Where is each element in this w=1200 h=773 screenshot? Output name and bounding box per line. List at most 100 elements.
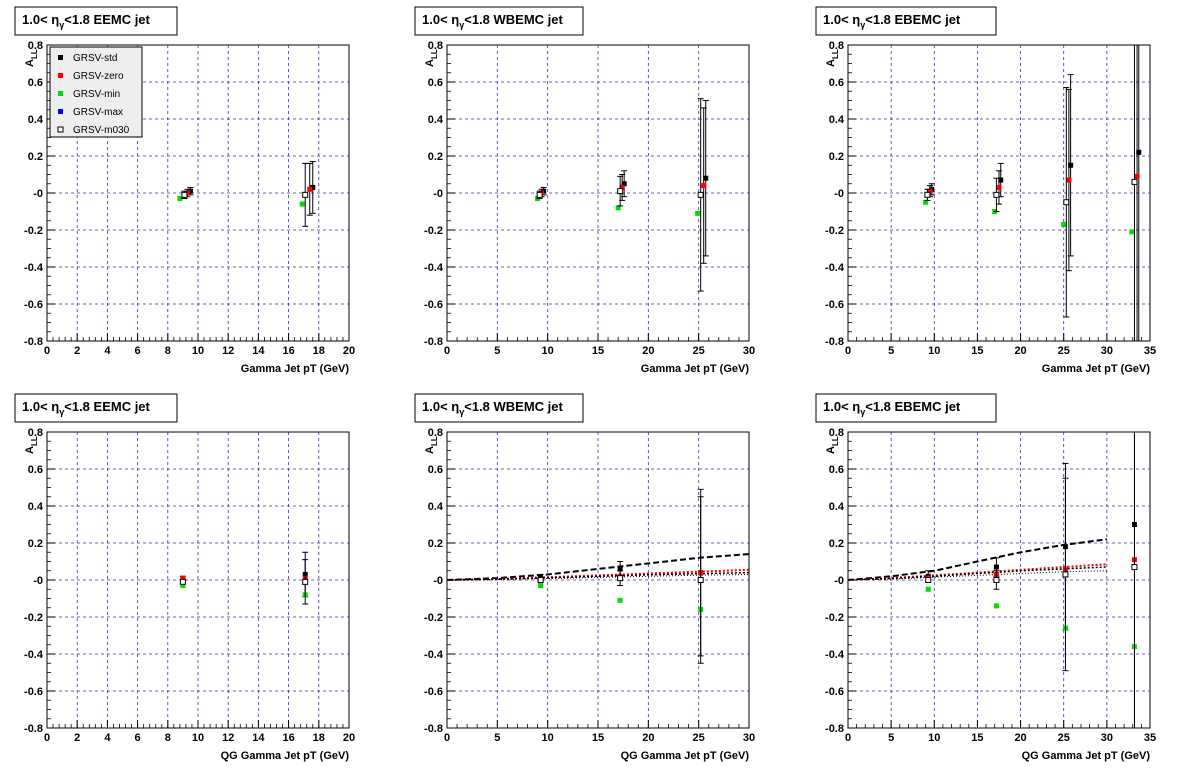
legend-marker bbox=[58, 55, 63, 60]
data-point bbox=[1136, 149, 1142, 155]
data-point bbox=[180, 583, 186, 589]
x-tick-label: 6 bbox=[135, 732, 141, 744]
y-tick-label: -0.6 bbox=[825, 686, 844, 698]
data-point bbox=[925, 577, 932, 583]
x-tick-label: 0 bbox=[845, 732, 851, 744]
x-tick-label: 6 bbox=[135, 345, 141, 357]
data-point bbox=[1131, 178, 1138, 185]
y-axis-title-main: A bbox=[825, 59, 837, 67]
y-tick-label: 0.4 bbox=[829, 114, 845, 126]
data-point bbox=[1068, 162, 1074, 168]
y-tick-label: 0.8 bbox=[28, 40, 43, 52]
y-tick-label: -0.8 bbox=[24, 723, 43, 735]
chart-title: 1.0< ηγ<1.8 WBEMC jet bbox=[422, 12, 564, 30]
y-axis-title: ALL bbox=[825, 49, 840, 67]
series-GRSV-m030 bbox=[536, 98, 704, 292]
x-tick-label: 18 bbox=[313, 345, 325, 357]
x-tick-label: 15 bbox=[971, 345, 983, 357]
data-point bbox=[1066, 177, 1072, 183]
x-tick-label: 0 bbox=[444, 732, 450, 744]
chart-title: 1.0< ηγ<1.8 EEMC jet bbox=[22, 12, 151, 30]
x-tick-label: 0 bbox=[845, 345, 851, 357]
y-tick-label: -0.8 bbox=[424, 336, 443, 348]
x-tick-label: 25 bbox=[1058, 345, 1070, 357]
y-tick-label: -0 bbox=[33, 575, 43, 587]
x-tick-label: 5 bbox=[494, 345, 500, 357]
x-axis-title: QG Gamma Jet pT (GeV) bbox=[221, 750, 350, 762]
x-tick-label: 15 bbox=[592, 732, 604, 744]
x-tick-label: 25 bbox=[1058, 732, 1070, 744]
legend-label: GRSV-min bbox=[73, 89, 120, 100]
legend-label: GRSV-zero bbox=[73, 71, 124, 82]
y-tick-label: -0.4 bbox=[424, 262, 444, 274]
y-tick-label: 0.8 bbox=[829, 40, 844, 52]
y-axis-title-sub: LL bbox=[831, 436, 840, 446]
y-axis-title-main: A bbox=[24, 59, 36, 67]
chart-title-prefix: 1.0< bbox=[823, 399, 852, 414]
data-point bbox=[695, 210, 701, 216]
y-tick-label: 0.6 bbox=[428, 464, 443, 476]
chart-title-prefix: 1.0< bbox=[422, 399, 451, 414]
y-tick-label: -0.4 bbox=[825, 262, 845, 274]
data-point bbox=[924, 191, 931, 198]
chart-title-box bbox=[14, 393, 178, 423]
y-tick-label: -0.6 bbox=[24, 686, 43, 698]
data-point bbox=[615, 205, 621, 211]
chart-title-suffix: <1.8 EEMC jet bbox=[64, 399, 150, 414]
chart-panel-5: 0 5 10 15 20 25 30 -0.8 -0.6 -0.4 -0.2 -0 0.2 0.4 0.6 0… bbox=[414, 393, 755, 762]
chart-title-suffix: <1.8 WBEMC jet bbox=[464, 12, 563, 27]
data-point bbox=[998, 177, 1004, 183]
x-tick-label: 5 bbox=[494, 732, 500, 744]
y-tick-label: 0.4 bbox=[428, 501, 444, 513]
x-tick-label: 14 bbox=[252, 732, 265, 744]
series-GRSV-m030 bbox=[925, 432, 1138, 728]
data-point bbox=[1063, 199, 1070, 206]
y-tick-label: -0.8 bbox=[424, 723, 443, 735]
data-point bbox=[299, 201, 305, 207]
chart-title-prefix: 1.0< bbox=[823, 12, 852, 27]
data-point bbox=[621, 181, 627, 187]
x-tick-label: 30 bbox=[743, 732, 755, 744]
chart-title-suffix: <1.8 EEMC jet bbox=[64, 12, 150, 27]
y-tick-label: -0.2 bbox=[825, 612, 844, 624]
y-tick-label: 0.2 bbox=[428, 538, 443, 550]
x-tick-label: 10 bbox=[542, 345, 554, 357]
x-axis-title: Gamma Jet pT (GeV) bbox=[641, 363, 750, 375]
chart-title-suffix: <1.8 EBEMC jet bbox=[865, 12, 961, 27]
data-point bbox=[996, 184, 1002, 190]
chart-title-sub: γ bbox=[860, 407, 865, 417]
data-point bbox=[1062, 571, 1069, 578]
series-GRSV-m030 bbox=[181, 162, 309, 227]
data-point bbox=[310, 184, 316, 190]
x-tick-label: 4 bbox=[104, 345, 111, 357]
series-GRSV-std bbox=[187, 161, 316, 214]
legend-label: GRSV-m030 bbox=[73, 125, 130, 136]
x-axis-title: Gamma Jet pT (GeV) bbox=[241, 363, 350, 375]
y-axis-title: ALL bbox=[24, 436, 39, 454]
legend-marker bbox=[58, 109, 63, 114]
y-tick-label: -0 bbox=[834, 575, 844, 587]
chart-panel-1: 0 2 4 6 8 10 12 14 16 18 20 -0.8 -0.6 -0.4 -0.2 -0 0.2 0.… bbox=[14, 6, 355, 375]
data-point bbox=[538, 583, 544, 589]
data-point bbox=[536, 191, 543, 198]
y-tick-label: -0.6 bbox=[825, 299, 844, 311]
chart-title-sub: γ bbox=[59, 20, 64, 30]
y-tick-label: -0.8 bbox=[24, 336, 43, 348]
chart-title-suffix: <1.8 WBEMC jet bbox=[464, 399, 563, 414]
data-point bbox=[993, 191, 1000, 198]
x-tick-label: 0 bbox=[44, 345, 50, 357]
y-tick-label: 0.2 bbox=[829, 151, 844, 163]
data-point bbox=[1134, 173, 1140, 179]
y-axis-title: ALL bbox=[424, 49, 439, 67]
x-axis-title: Gamma Jet pT (GeV) bbox=[1042, 363, 1151, 375]
y-axis-title-sub: LL bbox=[30, 49, 39, 59]
y-tick-label: 0.8 bbox=[28, 427, 43, 439]
x-tick-label: 20 bbox=[343, 732, 355, 744]
chart-title-box bbox=[414, 393, 584, 423]
chart-title-eta: η bbox=[451, 12, 459, 27]
x-tick-label: 25 bbox=[693, 732, 705, 744]
chart-title: 1.0< ηγ<1.8 EBEMC jet bbox=[823, 12, 961, 30]
y-tick-label: -0.2 bbox=[24, 225, 43, 237]
y-axis-title-sub: LL bbox=[430, 49, 439, 59]
chart-title-box bbox=[414, 6, 584, 36]
